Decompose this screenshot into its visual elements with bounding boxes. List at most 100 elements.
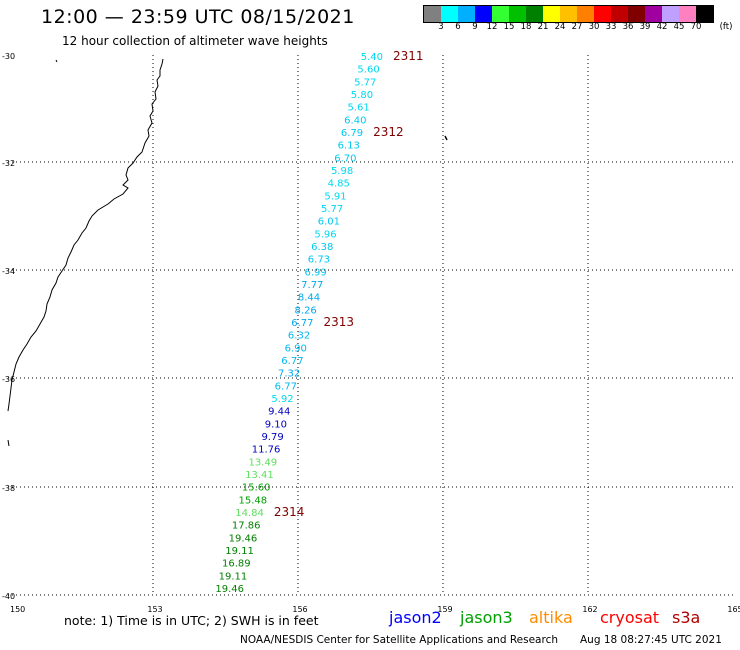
legend-swatch [628,6,645,22]
graticule: -30 -32 -34 -36 -38 -40 150 153 156 159 162 165 [2,52,740,614]
legend-swatch [509,6,526,22]
legend-label: 3 [438,22,444,32]
chart-title: 12:00 — 23:59 UTC 08/15/2021 [41,6,355,28]
longitude-label: 159 [437,605,452,614]
swh-value: 5.77 [321,204,343,215]
swh-value: 9.10 [265,419,287,430]
legend-label: 9 [472,22,478,32]
island-marker [55,59,58,63]
satellite-name: jason3 [460,608,513,627]
legend-label: 36 [622,22,634,32]
swh-value: 6.99 [304,267,326,278]
swh-value: 6.79 [341,128,363,139]
swh-value: 6.77 [281,356,303,367]
legend-unit: (ft) [719,22,733,32]
swh-value: 4.85 [328,179,350,190]
legend-swatch [679,6,696,22]
latitude-label: -40 [2,592,15,601]
swh-value: 5.96 [314,229,336,240]
swh-value: 19.11 [225,546,254,557]
legend-label: 70 [690,22,702,32]
swh-value: 17.86 [232,521,261,532]
legend-label: 27 [571,22,583,32]
longitude-label: 162 [582,605,597,614]
generation-timestamp: Aug 18 08:27:45 UTC 2021 [580,634,722,646]
swh-value: 19.46 [215,584,244,595]
swh-value: 6.32 [288,331,310,342]
legend-label: 6 [455,22,461,32]
legend-label: 39 [639,22,651,32]
swh-value: 13.49 [248,457,277,468]
legend-swatch [577,6,594,22]
legend-swatch [526,6,543,22]
legend-swatch [458,6,475,22]
pass-id-label: 2312 [373,125,404,139]
swh-value: 14.84 [235,508,264,519]
pass-id-label: 2313 [324,315,355,329]
color-scale-legend [423,5,714,23]
swh-value: 5.98 [331,166,353,177]
swh-value: 6.70 [334,153,356,164]
swh-value: 19.11 [219,571,248,582]
legend-label: 45 [673,22,685,32]
swh-value: 5.40 [361,52,383,63]
legend-swatch [424,6,441,22]
legend-swatch [475,6,492,22]
legend-label: 21 [537,22,549,32]
swh-value: 6.38 [311,242,333,253]
legend-swatch [611,6,628,22]
swh-value: 5.80 [351,90,373,101]
island-marker [444,135,448,141]
legend-label: 33 [605,22,617,32]
satellite-name: altika [529,608,573,627]
latitude-label: -36 [2,375,15,384]
swh-value: 6.13 [338,141,360,152]
legend-swatch [441,6,458,22]
swh-value: 7.32 [278,369,300,380]
swh-value: 5.91 [324,191,346,202]
swh-value: 6.01 [318,217,340,228]
latitude-label: -32 [2,159,15,168]
credit-line: NOAA/NESDIS Center for Satellite Applica… [240,634,558,646]
latitude-label: -30 [2,52,15,61]
swh-value: 15.60 [242,483,271,494]
swh-value: 5.61 [347,103,369,114]
swh-value: 16.89 [222,559,251,570]
swh-value: 8.26 [295,305,317,316]
latitude-label: -38 [2,484,15,493]
swh-value: 15.48 [239,495,268,506]
satellite-name: s3a [672,608,701,627]
swh-value: 9.79 [261,432,283,443]
color-scale-labels: 3 6 9 12 15 18 21 24 27 30 33 36 39 42 45 70 (ft) [423,22,740,34]
footnote: note: 1) Time is in UTC; 2) SWH is in fe… [64,613,319,628]
coastline [7,58,448,447]
legend-swatch [543,6,560,22]
swh-value: 5.60 [357,65,379,76]
chart-subtitle: 12 hour collection of altimeter wave hei… [62,34,328,48]
swh-value: 9.44 [268,407,290,418]
legend-label: 30 [588,22,600,32]
legend-swatch [560,6,577,22]
swh-value: 6.77 [291,318,313,329]
swh-value: 11.76 [252,445,281,456]
australia-coastline [7,58,164,412]
legend-swatch [594,6,611,22]
swh-value: 6.73 [308,255,330,266]
swh-value: 8.44 [298,293,320,304]
longitude-label: 165 [727,605,740,614]
longitude-label: 150 [10,605,25,614]
pass-id-label: 2314 [274,505,305,519]
legend-swatch [662,6,679,22]
swh-value: 19.46 [229,533,258,544]
swh-value: 5.77 [354,77,376,88]
legend-label: 42 [656,22,668,32]
coastline-fragment [7,439,10,447]
legend-label: 12 [486,22,498,32]
legend-label: 15 [503,22,515,32]
satellite-name: jason2 [389,608,442,627]
pass-id-label: 2311 [393,49,424,63]
pass-labels: 2311 2312 2313 2314 [274,49,424,519]
legend-label: 18 [520,22,532,32]
swh-value: 13.41 [245,470,274,481]
